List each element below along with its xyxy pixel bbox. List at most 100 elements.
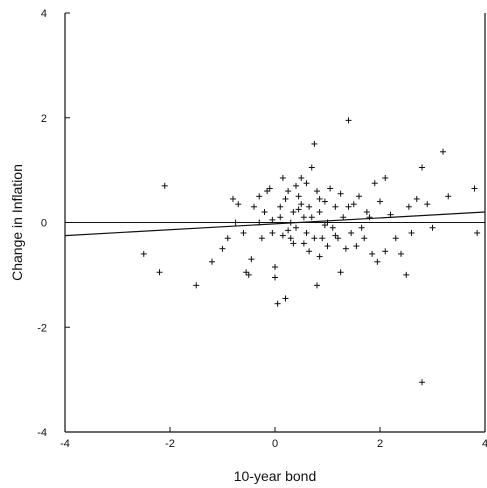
data-point bbox=[327, 185, 334, 192]
data-point bbox=[314, 282, 320, 289]
data-point bbox=[256, 193, 263, 200]
data-point bbox=[285, 188, 292, 195]
x-tick-label: 4 bbox=[482, 438, 487, 450]
y-axis-title: Change in Inflation bbox=[9, 164, 25, 281]
data-point bbox=[314, 188, 320, 195]
regression-line bbox=[64, 211, 486, 237]
data-point bbox=[356, 193, 362, 200]
data-point bbox=[316, 209, 323, 216]
data-point bbox=[269, 216, 276, 223]
data-point bbox=[316, 253, 323, 260]
data-point bbox=[219, 245, 226, 252]
data-point bbox=[413, 195, 420, 202]
data-point bbox=[282, 195, 289, 202]
data-point bbox=[345, 117, 352, 124]
data-point bbox=[350, 201, 357, 208]
data-point bbox=[282, 295, 289, 302]
data-point bbox=[308, 164, 315, 171]
data-point bbox=[293, 182, 299, 189]
data-point bbox=[287, 235, 294, 242]
data-point bbox=[324, 243, 331, 250]
data-point bbox=[374, 258, 381, 265]
data-point bbox=[300, 214, 307, 221]
data-point bbox=[340, 214, 347, 221]
data-point bbox=[382, 174, 389, 181]
data-point bbox=[140, 250, 147, 257]
data-point bbox=[474, 229, 481, 236]
data-point bbox=[261, 209, 268, 216]
data-point bbox=[324, 219, 331, 226]
data-point bbox=[363, 209, 370, 216]
data-point bbox=[392, 235, 399, 242]
data-point bbox=[361, 235, 368, 242]
lines-group bbox=[64, 211, 486, 237]
data-point bbox=[316, 195, 323, 202]
data-point bbox=[298, 174, 305, 181]
data-point bbox=[321, 222, 328, 229]
data-point bbox=[332, 232, 339, 239]
data-point bbox=[306, 203, 313, 210]
data-point bbox=[298, 201, 305, 208]
tick-group: -4 -2 0 2 4 4 2 0 -2 -4 bbox=[37, 8, 487, 450]
data-point bbox=[300, 240, 307, 247]
data-point bbox=[285, 227, 292, 234]
data-point bbox=[232, 219, 239, 226]
data-point bbox=[332, 203, 339, 210]
data-point bbox=[243, 269, 250, 276]
data-point bbox=[235, 201, 242, 208]
data-point bbox=[279, 174, 286, 181]
data-point bbox=[303, 229, 310, 236]
data-point bbox=[311, 235, 318, 242]
data-point bbox=[287, 219, 294, 226]
y-tick-label: 2 bbox=[41, 113, 47, 125]
x-tick-label: 0 bbox=[272, 438, 278, 450]
data-point bbox=[424, 201, 431, 208]
data-point bbox=[290, 240, 297, 247]
data-point bbox=[272, 274, 278, 281]
data-point bbox=[358, 224, 365, 231]
data-point bbox=[224, 235, 231, 242]
data-point bbox=[337, 190, 344, 197]
data-point bbox=[264, 188, 271, 195]
y-tick-label: 0 bbox=[41, 218, 47, 230]
x-axis-title: 10-year bond bbox=[234, 468, 317, 484]
data-point bbox=[209, 258, 215, 265]
data-point bbox=[445, 193, 452, 200]
data-point bbox=[230, 195, 236, 202]
data-point bbox=[156, 269, 163, 276]
data-point bbox=[419, 164, 425, 171]
data-point bbox=[369, 250, 376, 257]
data-point bbox=[248, 256, 255, 263]
data-point bbox=[251, 203, 257, 210]
data-point bbox=[277, 203, 284, 210]
data-point bbox=[258, 235, 265, 242]
data-point bbox=[293, 224, 299, 231]
data-point bbox=[240, 229, 247, 236]
data-point bbox=[279, 232, 286, 239]
data-point bbox=[319, 235, 326, 242]
x-tick-label: 2 bbox=[377, 438, 383, 450]
data-point bbox=[440, 148, 446, 155]
data-point bbox=[329, 224, 336, 231]
data-point bbox=[419, 379, 425, 386]
x-tick-label: -4 bbox=[60, 438, 70, 450]
data-point bbox=[429, 224, 436, 231]
data-point bbox=[290, 209, 297, 216]
y-tick-label: -2 bbox=[37, 322, 47, 334]
data-point bbox=[398, 250, 404, 257]
data-point bbox=[403, 271, 410, 278]
data-point bbox=[193, 282, 200, 289]
data-point bbox=[306, 248, 313, 255]
data-point bbox=[371, 180, 378, 187]
y-tick-label: 4 bbox=[41, 8, 47, 20]
data-point bbox=[245, 271, 252, 278]
data-point bbox=[311, 140, 318, 147]
data-point bbox=[295, 206, 302, 213]
data-point bbox=[266, 185, 273, 192]
data-point bbox=[342, 245, 349, 252]
data-point bbox=[269, 229, 276, 236]
data-point bbox=[387, 211, 394, 218]
data-point bbox=[353, 243, 360, 250]
data-point bbox=[348, 229, 355, 236]
